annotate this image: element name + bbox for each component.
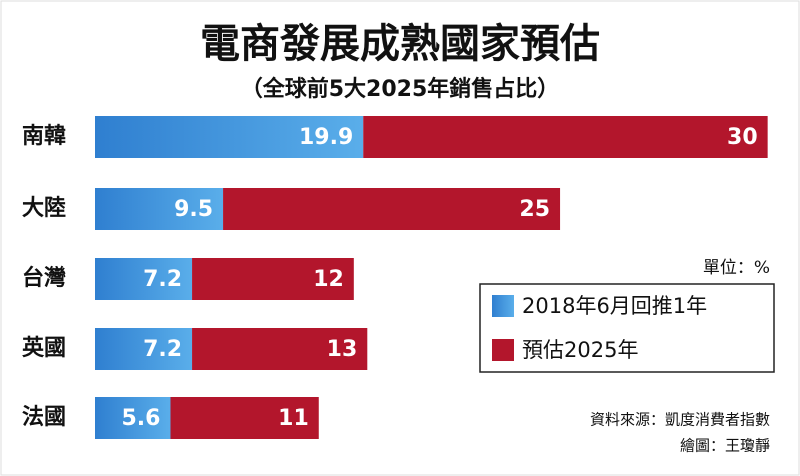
bar-segment [363, 116, 768, 158]
source: 資料來源：凱度消費者指數 [590, 411, 770, 429]
category-label: 法國 [22, 405, 66, 430]
value-label: 5.6 [122, 406, 161, 431]
chart-title: 電商發展成熟國家預估 [200, 21, 600, 67]
category-label: 英國 [22, 336, 66, 361]
bar-segment [170, 397, 319, 439]
value-label: 13 [327, 337, 358, 362]
legend-swatch [492, 339, 514, 361]
value-label: 30 [727, 125, 758, 150]
legend-label: 2018年6月回推1年 [522, 294, 707, 318]
value-label: 12 [313, 267, 344, 292]
value-label: 25 [519, 197, 550, 222]
unit-note: 單位：% [703, 258, 770, 278]
legend-swatch [492, 295, 514, 317]
credit: 繪圖：王瓊靜 [680, 437, 770, 455]
category-label: 南韓 [22, 123, 66, 149]
bar-segment [223, 188, 561, 230]
value-label: 11 [278, 406, 309, 431]
legend-label: 預估2025年 [522, 338, 638, 362]
bar-segment [192, 328, 368, 370]
category-label: 台灣 [22, 265, 66, 291]
bar-segment [95, 116, 364, 158]
bar-segment [95, 188, 224, 230]
value-label: 7.2 [143, 337, 182, 362]
value-label: 9.5 [174, 197, 213, 222]
category-label: 大陸 [22, 195, 66, 221]
bar-segment [95, 328, 193, 370]
bar-segment [192, 258, 354, 300]
bar-segment [95, 258, 193, 300]
value-label: 19.9 [299, 125, 353, 150]
legend-box [479, 283, 775, 373]
bar-segment [95, 397, 171, 439]
chart-subtitle: （全球前5大2025年銷售占比） [241, 76, 560, 102]
value-label: 7.2 [143, 267, 182, 292]
